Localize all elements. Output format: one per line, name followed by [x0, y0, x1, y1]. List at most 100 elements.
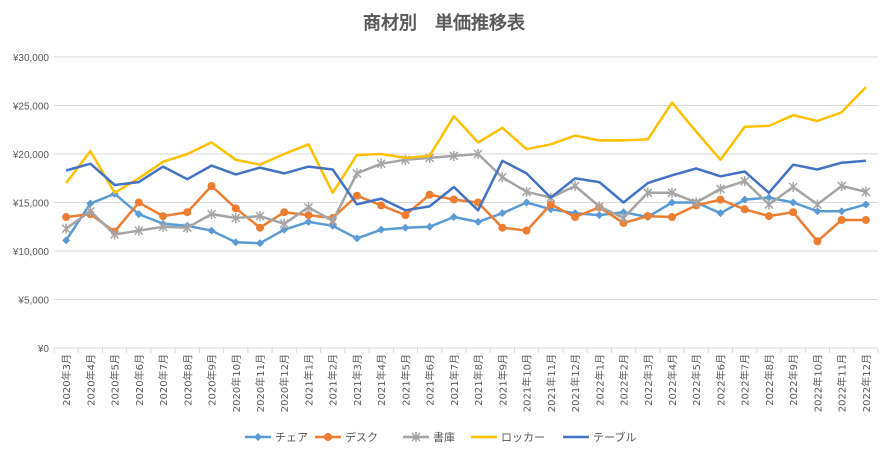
data-point	[352, 234, 361, 243]
series-3	[65, 86, 867, 195]
legend-label: ロッカー	[501, 431, 545, 444]
data-point	[740, 176, 750, 187]
data-point	[207, 182, 216, 191]
data-point	[812, 199, 822, 210]
data-point	[377, 201, 386, 210]
data-point	[411, 432, 421, 442]
data-point	[764, 199, 774, 210]
data-point	[764, 193, 773, 202]
plot-area	[61, 86, 871, 248]
data-point	[324, 433, 332, 441]
data-point	[377, 225, 386, 234]
data-point	[62, 213, 71, 222]
data-point	[425, 222, 434, 231]
data-point	[497, 172, 507, 183]
x-tick-label: 2021年7月	[448, 354, 461, 406]
data-point	[255, 211, 265, 222]
data-point	[304, 211, 313, 220]
data-point	[716, 209, 725, 218]
series-1	[62, 182, 870, 246]
y-tick-label: ¥5,000	[17, 296, 49, 307]
x-tick-label: 2020年4月	[84, 354, 97, 406]
data-point	[352, 191, 361, 200]
data-point	[813, 237, 822, 246]
x-tick-label: 2020年12月	[278, 354, 291, 412]
x-tick-label: 2021年4月	[375, 354, 388, 406]
x-tick-label: 2021年10月	[521, 354, 534, 412]
x-tick-label: 2020年9月	[206, 354, 219, 406]
data-point	[764, 212, 773, 221]
data-point	[280, 208, 289, 217]
series-line	[65, 86, 867, 195]
x-tick-label: 2021年5月	[399, 354, 412, 406]
series-2	[61, 149, 871, 240]
x-tick-label: 2021年11月	[545, 354, 558, 412]
y-tick-label: ¥10,000	[12, 247, 50, 258]
x-tick-label: 2022年12月	[860, 354, 873, 412]
data-point	[667, 187, 677, 198]
data-point	[401, 211, 410, 220]
x-tick-label: 2020年5月	[109, 354, 122, 406]
x-tick-label: 2021年8月	[472, 354, 485, 406]
series-line	[65, 184, 866, 243]
x-tick-label: 2020年6月	[133, 354, 146, 406]
x-tick-label: 2022年8月	[763, 354, 776, 406]
data-point	[425, 190, 434, 199]
data-point	[837, 181, 847, 192]
data-point	[668, 198, 676, 207]
data-point	[401, 223, 410, 232]
data-point	[498, 223, 507, 232]
x-tick-label: 2021年2月	[327, 354, 340, 406]
y-tick-label: ¥15,000	[12, 199, 50, 210]
legend-label: チェア	[275, 431, 308, 444]
data-point	[522, 186, 532, 197]
data-point	[86, 199, 95, 208]
data-point	[473, 149, 483, 159]
data-point	[449, 195, 458, 204]
y-tick-label: ¥20,000	[12, 150, 50, 161]
data-point	[740, 205, 749, 214]
data-point	[449, 213, 458, 222]
gridlines	[54, 56, 878, 349]
data-point	[304, 217, 313, 226]
legend: チェア デスク 書庫 ロッカー テーブル	[245, 430, 636, 444]
series-line	[65, 159, 866, 212]
data-point	[449, 150, 459, 161]
x-tick-label: 2022年4月	[666, 354, 679, 406]
y-tick-label: ¥25,000	[12, 102, 50, 113]
legend-label: テーブル	[593, 430, 636, 444]
data-point	[279, 218, 289, 229]
legend-item: テーブル	[563, 430, 636, 444]
x-tick-label: 2022年9月	[787, 354, 800, 406]
x-axis: 2020年3月 2020年4月 2020年5月 2020年6月 2020年7月 2020年…	[53, 348, 879, 412]
x-tick-label: 2020年11月	[254, 354, 267, 412]
data-point	[352, 168, 362, 179]
data-point	[618, 213, 629, 224]
data-point	[861, 200, 870, 209]
x-tick-label: 2022年10月	[811, 354, 824, 412]
data-point	[254, 433, 262, 441]
data-point	[522, 226, 531, 235]
data-point	[498, 209, 507, 218]
data-point	[303, 202, 314, 213]
data-point	[134, 198, 143, 207]
x-tick-label: 2022年3月	[642, 354, 655, 406]
data-point	[158, 221, 168, 232]
data-point	[256, 223, 264, 232]
data-point	[231, 204, 240, 213]
x-tick-label: 2022年1月	[593, 354, 606, 406]
data-point	[110, 229, 120, 240]
legend-item: チェア	[245, 431, 308, 444]
x-tick-label: 2021年1月	[302, 354, 315, 406]
data-point	[207, 226, 216, 235]
x-tick-label: 2021年6月	[424, 354, 437, 406]
data-point	[376, 158, 386, 169]
data-point	[231, 213, 241, 224]
y-tick-label: ¥0	[37, 344, 50, 355]
data-point	[256, 239, 264, 248]
series-line	[65, 152, 867, 236]
x-tick-label: 2020年10月	[230, 354, 243, 412]
data-point	[789, 208, 798, 217]
x-tick-label: 2021年3月	[351, 354, 364, 406]
